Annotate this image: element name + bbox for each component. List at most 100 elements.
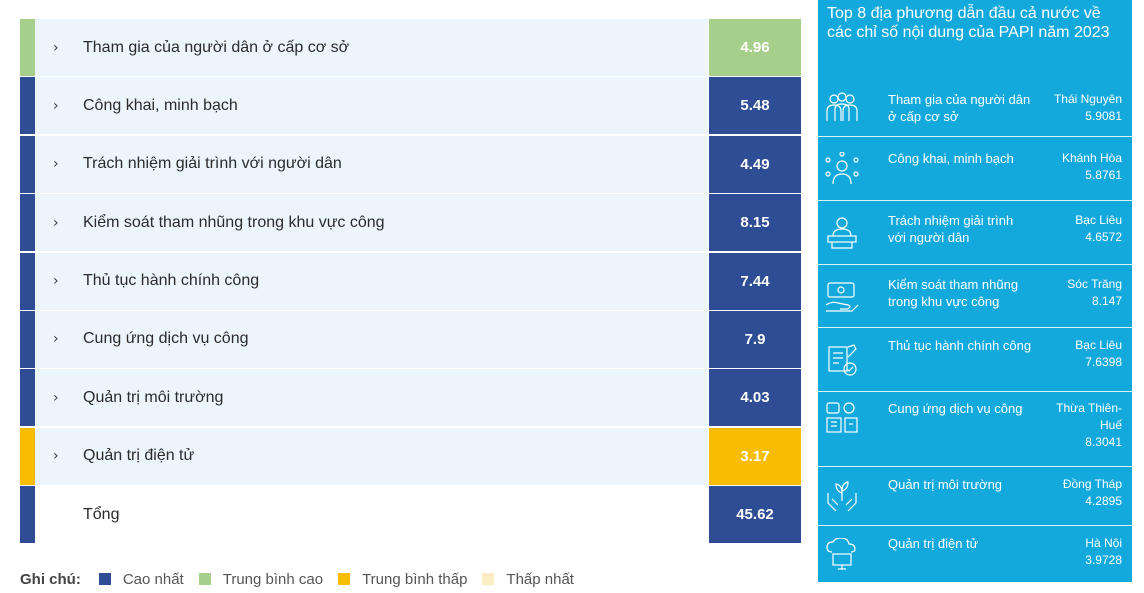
score-row[interactable]: › Quản trị điện tử 3.17: [20, 427, 801, 485]
chevron-right-icon[interactable]: ›: [53, 39, 59, 56]
top8-panel: Top 8 địa phương dẫn đầu cả nước về các …: [818, 0, 1132, 582]
legend-item: Trung bình cao: [198, 570, 324, 588]
top8-item-name: Quản trị điện tử: [888, 536, 979, 551]
level-stripe: [20, 19, 35, 76]
top8-item-name: Công khai, minh bạch: [888, 151, 1014, 166]
row-label: Trách nhiệm giải trình với người dân: [83, 155, 342, 173]
legend-label: Thấp nhất: [506, 570, 574, 588]
top8-item-score: 3.9728: [1085, 553, 1122, 567]
top8-item: Quản trị môi trường Đồng Tháp 4.2895: [818, 467, 1132, 526]
legend-swatch: [198, 573, 211, 585]
total-score: 45.62: [709, 486, 801, 544]
level-stripe: [20, 77, 35, 135]
score-table: › Tham gia của người dân ở cấp cơ sở 4.9…: [20, 19, 801, 545]
row-score: 7.9: [709, 310, 801, 368]
top8-item-province: Khánh Hòa: [1061, 151, 1122, 165]
top8-item-score: 5.8761: [1085, 168, 1122, 182]
top8-item: Quản trị điện tử Hà Nội 3.9728: [818, 526, 1132, 582]
legend-item: Cao nhất: [98, 570, 184, 588]
chevron-right-icon[interactable]: ›: [53, 331, 59, 348]
person-network-icon: [824, 151, 860, 186]
top8-item-score: 4.6572: [1085, 230, 1122, 244]
top8-item-score: 4.2895: [1085, 494, 1122, 508]
row-score: 3.17: [709, 427, 801, 485]
level-stripe: [20, 369, 35, 427]
level-stripe: [20, 252, 35, 310]
legend-label: Trung bình thấp: [362, 570, 468, 588]
level-stripe: [20, 486, 35, 544]
score-row[interactable]: › Quản trị môi trường 4.03: [20, 369, 801, 427]
top8-item-name: Trách nhiệm giải trình với người dân: [888, 213, 1014, 245]
money-hand-icon: [824, 279, 860, 313]
chevron-right-icon[interactable]: ›: [53, 273, 59, 290]
cloud-computer-icon: [824, 537, 860, 572]
speaker-podium-icon: [824, 216, 860, 250]
score-row[interactable]: › Kiểm soát tham nhũng trong khu vực côn…: [20, 194, 801, 252]
top8-item-score: 8.147: [1091, 294, 1122, 308]
top8-item-score: 8.3041: [1085, 435, 1122, 449]
top8-item-name: Tham gia của người dân ở cấp cơ sở: [888, 92, 1031, 124]
panel-title: Top 8 địa phương dẫn đầu cả nước về các …: [827, 5, 1110, 41]
total-row: Tổng 45.62: [20, 486, 801, 544]
row-label: Công khai, minh bạch: [83, 96, 238, 114]
top8-item-name: Kiểm soát tham nhũng trong khu vực công: [888, 277, 1019, 309]
legend-swatch: [338, 573, 351, 585]
chevron-right-icon[interactable]: ›: [53, 448, 59, 465]
total-label: Tổng: [83, 505, 120, 523]
row-score: 7.44: [709, 252, 801, 310]
top8-item-province: Bạc Liêu: [1075, 213, 1122, 227]
legend-swatch: [482, 573, 495, 585]
top8-item-score: 5.9081: [1085, 109, 1122, 123]
row-label: Thủ tục hành chính công: [83, 272, 260, 290]
score-row[interactable]: › Thủ tục hành chính công 7.44: [20, 252, 801, 310]
level-stripe: [20, 427, 35, 485]
top8-item-score: 7.6398: [1085, 355, 1122, 369]
chevron-right-icon[interactable]: ›: [53, 97, 59, 114]
score-row[interactable]: › Cung ứng dịch vụ công 7.9: [20, 310, 801, 368]
row-score: 4.49: [709, 135, 801, 193]
document-check-icon: [824, 343, 860, 377]
top8-item: Cung ứng dịch vụ công Thừa Thiên-Huế 8.3…: [818, 392, 1132, 467]
row-label: Quản trị điện tử: [83, 447, 195, 465]
row-score: 8.15: [709, 194, 801, 252]
hands-plant-icon: [824, 479, 860, 513]
top8-item: Tham gia của người dân ở cấp cơ sở Thái …: [818, 79, 1132, 137]
score-row[interactable]: › Tham gia của người dân ở cấp cơ sở 4.9…: [20, 19, 801, 76]
top8-item-province: Sóc Trăng: [1067, 277, 1122, 291]
row-score: 4.96: [709, 19, 801, 76]
chevron-right-icon[interactable]: ›: [53, 214, 59, 231]
chevron-right-icon[interactable]: ›: [53, 156, 59, 173]
top8-item: Trách nhiệm giải trình với người dân Bạc…: [818, 201, 1132, 265]
row-score: 5.48: [709, 77, 801, 135]
row-score: 4.03: [709, 369, 801, 427]
top8-item-province: Thừa Thiên-Huế: [1056, 401, 1122, 432]
legend-label: Trung bình cao: [222, 570, 324, 588]
legend-item: Trung bình thấp: [338, 571, 467, 588]
top8-item: Công khai, minh bạch Khánh Hòa 5.8761: [818, 137, 1132, 201]
people-group-icon: [824, 91, 860, 125]
score-row[interactable]: › Trách nhiệm giải trình với người dân 4…: [20, 135, 801, 193]
top8-item-name: Quản trị môi trường: [888, 477, 1003, 492]
level-stripe: [20, 194, 35, 252]
top8-item: Kiểm soát tham nhũng trong khu vực công …: [818, 265, 1132, 328]
row-label: Kiểm soát tham nhũng trong khu vực công: [83, 213, 385, 231]
top8-item-province: Thái Nguyên: [1053, 92, 1122, 106]
level-stripe: [20, 135, 35, 193]
top8-item-province: Đồng Tháp: [1062, 477, 1122, 491]
legend-title: Ghi chú:: [20, 570, 81, 588]
score-row[interactable]: › Công khai, minh bạch 5.48: [20, 77, 801, 135]
row-label: Cung ứng dịch vụ công: [83, 330, 249, 348]
top8-item-name: Thủ tục hành chính công: [888, 338, 1032, 353]
top8-item-province: Bạc Liêu: [1075, 338, 1122, 352]
top8-item-province: Hà Nội: [1085, 536, 1122, 550]
row-label: Tham gia của người dân ở cấp cơ sở: [83, 38, 350, 56]
chevron-right-icon[interactable]: ›: [53, 389, 59, 406]
public-service-icon: [824, 400, 860, 434]
legend-item: Thấp nhất: [482, 571, 574, 588]
top8-item-name: Cung ứng dịch vụ công: [888, 401, 1023, 416]
top8-item: Thủ tục hành chính công Bạc Liêu 7.6398: [818, 328, 1132, 392]
level-stripe: [20, 310, 35, 368]
legend-swatch: [98, 573, 111, 585]
legend-label: Cao nhất: [122, 570, 184, 588]
row-label: Quản trị môi trường: [83, 388, 224, 406]
